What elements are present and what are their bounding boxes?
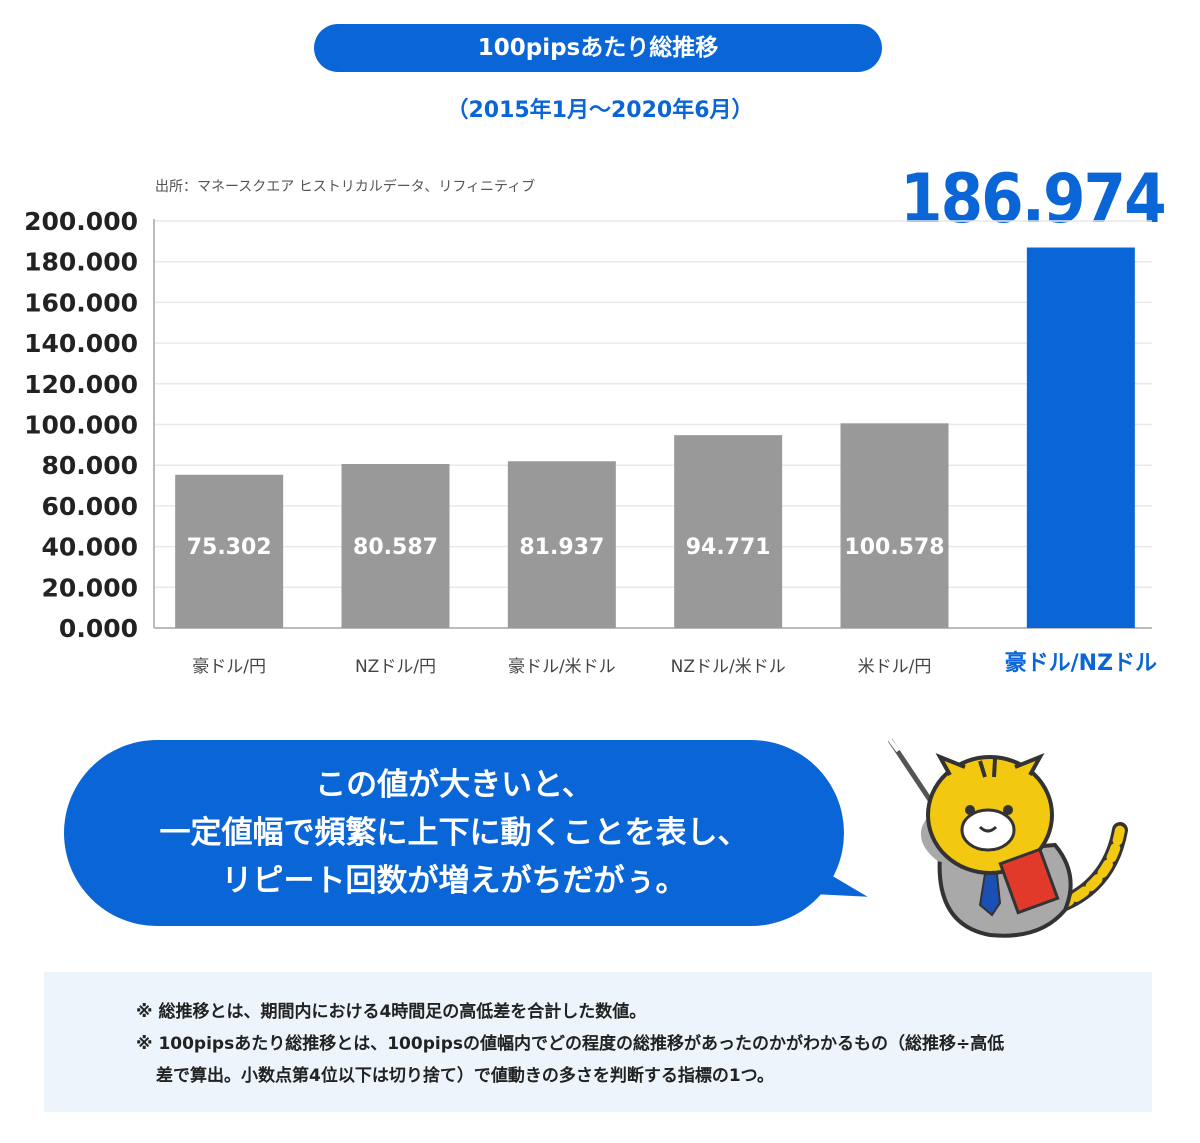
y-tick-label: 100.000 <box>24 411 138 440</box>
y-tick-label: 40.000 <box>42 533 138 562</box>
highlight-value: 186.974 <box>900 160 1167 239</box>
chart-title-pill: 100pipsあたり総推移 <box>314 24 882 72</box>
x-category-label: NZドル/米ドル <box>671 657 786 677</box>
bubble-line-1: この値が大きいと、 <box>315 767 593 803</box>
bar <box>175 474 284 628</box>
x-category-label: 米ドル/円 <box>858 657 932 677</box>
footnote-1: ※ 総推移とは、期間内における4時間足の高低差を合計した数値。 <box>136 1002 647 1022</box>
bar <box>341 464 450 628</box>
footnotes-panel: ※ 総推移とは、期間内における4時間足の高低差を合計した数値。 ※ 100pip… <box>44 972 1152 1112</box>
bar-value-label: 94.771 <box>686 535 771 560</box>
bar <box>840 423 949 628</box>
bar <box>1026 247 1135 628</box>
bar-value-label: 80.587 <box>353 535 438 560</box>
y-tick-label: 80.000 <box>42 451 138 480</box>
chart-period: （2015年1月〜2020年6月） <box>446 98 754 123</box>
footnote-2: ※ 100pipsあたり総推移とは、100pipsの値幅内でどの程度の総推移があ… <box>136 1034 1005 1054</box>
bar-value-label: 75.302 <box>187 535 272 560</box>
y-tick-label: 120.000 <box>24 370 138 399</box>
y-tick-label: 20.000 <box>42 573 138 602</box>
bubble-line-2: 一定値幅で頻繁に上下に動くことを表し、 <box>159 815 749 851</box>
y-tick-label: 180.000 <box>24 248 138 277</box>
tiger-mascot-icon <box>886 735 1128 938</box>
bar <box>507 461 616 628</box>
y-tick-label: 140.000 <box>24 329 138 358</box>
bar-value-label: 81.937 <box>519 535 604 560</box>
y-tick-label: 200.000 <box>24 207 138 236</box>
source-note: 出所：マネースクエア ヒストリカルデータ、リフィニティブ <box>155 179 536 195</box>
y-tick-label: 0.000 <box>59 614 138 643</box>
bar-value-label: 100.578 <box>844 535 944 560</box>
y-tick-label: 60.000 <box>42 492 138 521</box>
y-tick-label: 160.000 <box>24 288 138 317</box>
x-category-label: 豪ドル/円 <box>192 656 266 677</box>
x-category-label: 豪ドル/米ドル <box>508 656 616 677</box>
bar <box>674 435 783 628</box>
footnote-2-continued: 差で算出。小数点第4位以下は切り捨て）で値動きの多さを判断する指標の1つ。 <box>156 1066 774 1086</box>
x-category-label: 豪ドル/NZドル <box>1005 650 1157 676</box>
bar-chart: 0.000 20.000 40.000 60.000 80.000 100.000 120.… <box>24 207 1157 677</box>
x-category-label: NZドル/円 <box>355 657 436 677</box>
bubble-line-3: リピート回数が増えがちだがぅ。 <box>221 863 687 899</box>
speech-bubble: この値が大きいと、 一定値幅で頻繁に上下に動くことを表し、 リピート回数が増えが… <box>64 740 844 926</box>
